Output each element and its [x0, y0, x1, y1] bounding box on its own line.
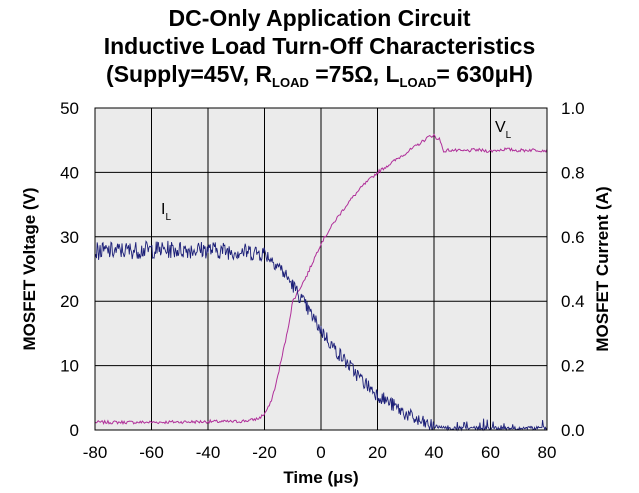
x-tick-label: 0 [316, 443, 325, 462]
x-tick-label: -20 [252, 443, 277, 462]
y-left-tick-label: 50 [60, 99, 79, 118]
grid [95, 108, 547, 430]
title-lload-subscript: LOAD [399, 75, 437, 90]
y-right-tick-label: 0.4 [561, 292, 585, 311]
x-tick-label: 20 [368, 443, 387, 462]
voltage-annotation-sub: L [506, 130, 512, 141]
y-left-tick-label: 10 [60, 357, 79, 376]
y-left-tick-label: 30 [60, 228, 79, 247]
x-axis-label: Time (μs) [283, 468, 358, 487]
x-tick-label: -80 [83, 443, 108, 462]
y-left-tick-label: 40 [60, 163, 79, 182]
x-tick-label: -40 [196, 443, 221, 462]
title-lload-text: = 630μH) [436, 61, 533, 87]
y-right-axis-label: MOSFET Current (A) [593, 186, 612, 351]
series-layer [94, 133, 548, 432]
voltage-annotation-letter: V [495, 119, 506, 136]
title-supply-text: (Supply=45V, R [106, 61, 273, 87]
current-series-line [94, 240, 548, 432]
y-right-tick-label: 0.6 [561, 228, 585, 247]
x-tick-label: 60 [481, 443, 500, 462]
plot-frame [94, 107, 548, 431]
y-left-tick-label: 0 [70, 421, 79, 440]
y-left-tick-label: 20 [60, 292, 79, 311]
x-tick-label: 40 [425, 443, 444, 462]
y-right-tick-label: 1.0 [561, 99, 585, 118]
y-right-tick-label: 0.8 [561, 163, 585, 182]
y-right-tick-label: 0.2 [561, 357, 585, 376]
voltage-series-line [94, 133, 548, 425]
title-rload-subscript: LOAD [272, 75, 309, 90]
tick-labels: -80 -60 -40 -20 0 20 40 60 80 0 10 20 30 40 50 0.0 0.2 0.… [60, 99, 585, 462]
title-rload-text: =75Ω, L [308, 61, 400, 87]
y-left-axis-label: MOSFET Voltage (V) [20, 187, 39, 350]
voltage-annotation: VL [495, 119, 512, 141]
chart-title-line-1: DC-Only Application Circuit [168, 5, 471, 31]
x-tick-label: -60 [139, 443, 164, 462]
chart-title-line-3: (Supply=45V, RLOAD =75Ω, LLOAD= 630μH) [0, 62, 639, 95]
x-tick-label: 80 [538, 443, 557, 462]
current-annotation: IL [161, 201, 171, 223]
current-annotation-letter: I [161, 201, 165, 218]
current-annotation-sub: L [165, 212, 171, 223]
chart-title-line-2: Inductive Load Turn-Off Characteristics [103, 33, 536, 59]
y-right-tick-label: 0.0 [561, 421, 585, 440]
